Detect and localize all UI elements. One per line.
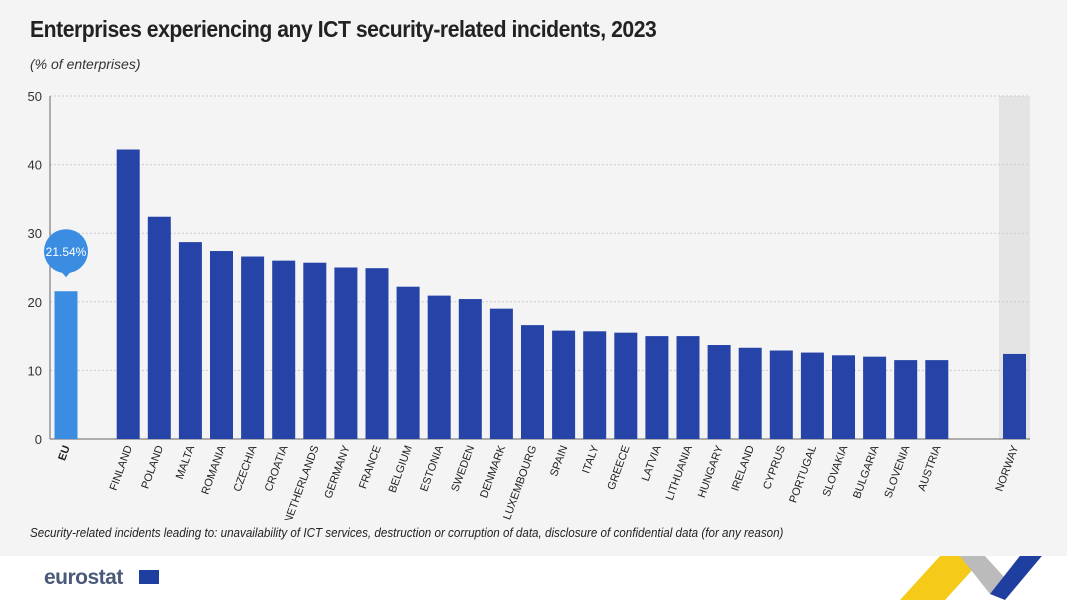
x-tick-label: MALTA (174, 443, 197, 481)
bar-croatia (272, 260, 296, 439)
x-tick-label: CROATIA (263, 443, 291, 493)
bar-estonia (427, 295, 451, 439)
footer (0, 556, 1067, 600)
bar-hungary (707, 345, 731, 439)
x-tick-label: SLOVENIA (882, 443, 912, 499)
x-tick-label: POLAND (139, 444, 166, 491)
x-tick-label: FINLAND (108, 444, 135, 492)
bar-chart: 0 10 20 30 40 50 EU FINLAND POLAND MALTA ROMANIA CZ… (28, 89, 1030, 520)
bar-greece (614, 332, 638, 439)
y-tick-label: 50 (28, 89, 42, 104)
eurostat-logo: eurostat (44, 566, 123, 589)
bar-sweden (458, 299, 482, 439)
x-tick-label: SLOVAKIA (821, 443, 851, 498)
x-tick-label: PORTUGAL (787, 444, 819, 505)
bar-bulgaria (863, 356, 887, 439)
x-tick-label: BELGIUM (387, 444, 415, 495)
eu-flag-icon (139, 570, 159, 584)
y-tick-label: 30 (28, 226, 42, 241)
x-tick-label: SPAIN (548, 444, 570, 478)
x-tick-label: BULGARIA (851, 443, 882, 500)
x-tick-label: GREECE (605, 444, 632, 492)
eu-callout-label: 21.54% (46, 245, 87, 259)
decorative-stripes (900, 556, 1042, 600)
x-tick-label: SWEDEN (449, 444, 477, 494)
bar-poland (147, 216, 171, 439)
bar-czechia (241, 256, 265, 439)
bar-netherlands (303, 262, 327, 439)
bar-finland (116, 149, 140, 439)
bar-spain (552, 330, 576, 439)
bar-italy (583, 331, 607, 439)
x-tick-label: EU (56, 444, 73, 463)
y-tick-label: 10 (28, 363, 42, 378)
x-tick-label: FRANCE (357, 444, 384, 491)
x-tick-label: IRELAND (729, 444, 757, 493)
bar-belgium (396, 286, 420, 439)
x-tick-label: ROMANIA (199, 443, 228, 496)
bar-luxembourg (521, 325, 544, 439)
x-tick-label: CYPRUS (761, 444, 788, 491)
footnote: Security-related incidents leading to: u… (30, 526, 784, 540)
x-tick-label: HUNGARY (696, 443, 726, 499)
eu-callout-pointer (61, 271, 71, 278)
x-tick-label: GERMANY (322, 443, 353, 500)
y-tick-label: 20 (28, 295, 42, 310)
x-tick-label: AUSTRIA (916, 443, 944, 493)
bar-slovakia (832, 355, 855, 439)
bar-germany (334, 267, 358, 439)
bar-lithuania (676, 336, 700, 439)
bar-latvia (645, 336, 669, 439)
bar-malta (178, 242, 202, 439)
chart-title: Enterprises experiencing any ICT securit… (30, 16, 657, 42)
x-tick-label: NETHERLANDS (282, 444, 321, 520)
x-tick-label: LUXEMBOURG (501, 444, 539, 520)
bar-denmark (489, 308, 513, 439)
bar-romania (210, 251, 233, 439)
bar-cyprus (769, 350, 793, 439)
x-tick-label: LITHUANIA (664, 443, 695, 502)
chart-subtitle: (% of enterprises) (30, 56, 141, 72)
x-tick-label: LATVIA (640, 443, 664, 483)
x-tick-label: ITALY (580, 443, 601, 475)
bar-portugal (800, 352, 824, 439)
bar-norway (1003, 353, 1026, 439)
y-tick-label: 40 (28, 158, 42, 173)
x-tick-label: NORWAY (994, 443, 1022, 493)
bar-eu (54, 291, 78, 439)
bar-ireland (738, 347, 762, 439)
y-tick-label: 0 (35, 432, 42, 447)
x-tick-label: CZECHIA (232, 443, 260, 493)
eu-callout-bubble (44, 229, 88, 274)
x-tick-label: DENMARK (478, 443, 508, 499)
x-tick-label: ESTONIA (418, 443, 446, 493)
bar-austria (925, 360, 949, 439)
bar-slovenia (894, 360, 918, 439)
bar-france (365, 268, 389, 439)
